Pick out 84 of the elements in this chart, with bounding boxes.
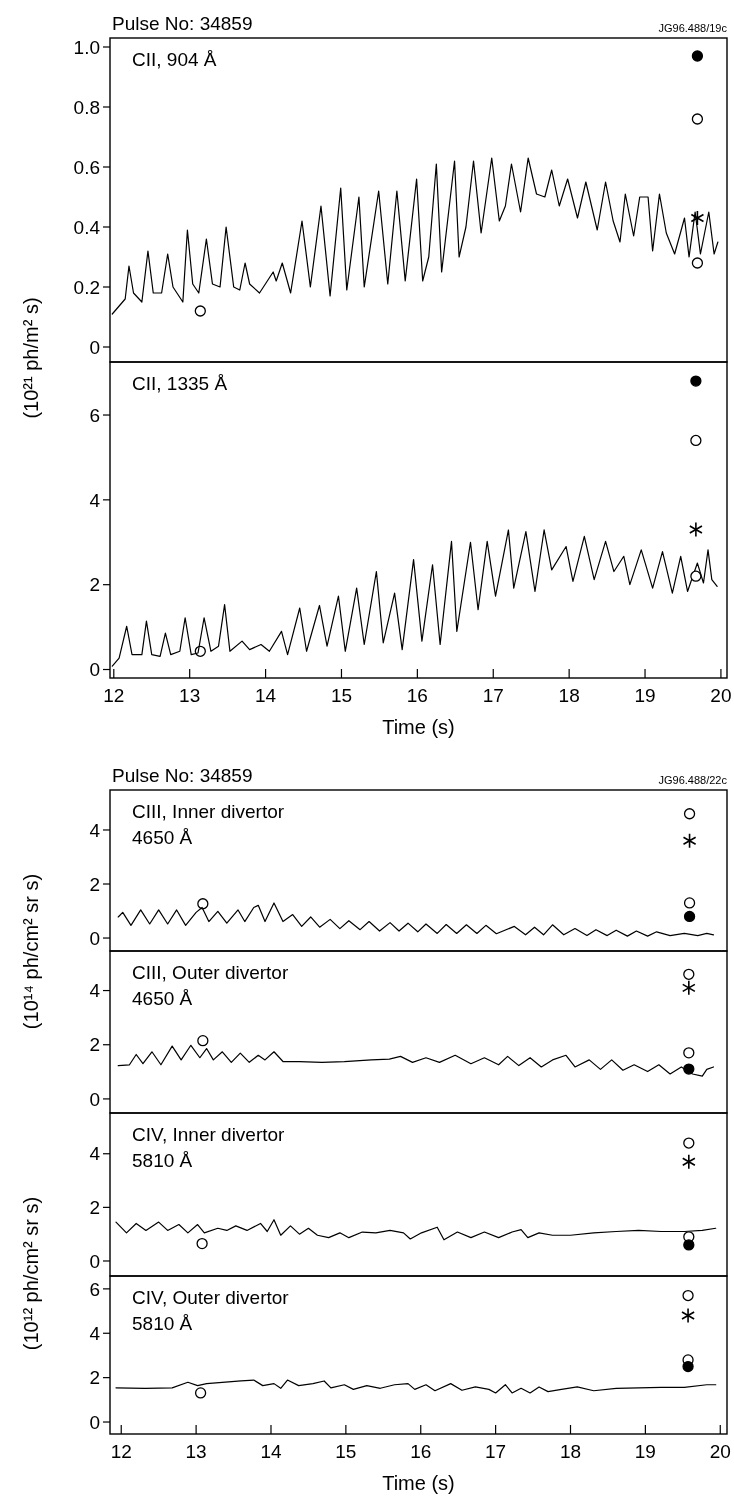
x-axis-title: Time (s) [382, 716, 455, 738]
point [197, 1035, 209, 1047]
text: Pulse No: 34859 [112, 765, 253, 786]
y-tick-label: 0 [89, 1250, 100, 1272]
x-tick-label: 20 [709, 1441, 731, 1462]
x-tick-label: 20 [710, 685, 732, 706]
x-tick-label: 15 [335, 1441, 357, 1462]
point [683, 910, 696, 923]
y-tick-label: 2 [89, 1367, 100, 1389]
point [683, 897, 696, 909]
point [691, 50, 704, 62]
point [682, 1289, 694, 1302]
x-tick-label: 14 [255, 685, 277, 706]
point [683, 1239, 695, 1251]
x-tick-label: 12 [103, 685, 125, 706]
y-tick-label: 6 [89, 404, 100, 426]
point [194, 1387, 207, 1399]
text: JG96.488/19c [658, 22, 728, 34]
point [683, 1137, 695, 1149]
y-tick-label: 0 [89, 1411, 100, 1433]
point [690, 570, 702, 582]
point [690, 434, 702, 447]
point [681, 1153, 696, 1170]
y-tick-label: 4 [89, 1322, 101, 1344]
point [683, 1063, 695, 1075]
text: CIII, Inner divertor 4650 Å [132, 801, 285, 848]
line-series [115, 1219, 717, 1241]
y-tick-label: 2 [89, 1197, 100, 1219]
y-tick-label: 6 [89, 1278, 100, 1300]
x-tick-label: 18 [559, 1441, 582, 1462]
point [683, 1047, 695, 1059]
text: CIV, Inner divertor 5810 Å [132, 1124, 286, 1171]
y-axis-title: (10¹² ph/cm² sr s) [20, 1196, 42, 1351]
y-tick-label: 0 [89, 659, 100, 681]
point [197, 898, 209, 910]
point [681, 980, 696, 996]
y-tick-label: 1.0 [73, 36, 100, 58]
y-tick-label: 0.8 [73, 96, 100, 118]
y-tick-label: 2 [89, 1034, 100, 1056]
text: CII, 904 Å [132, 49, 217, 70]
x-tick-label: 13 [179, 685, 201, 706]
point [681, 1307, 695, 1324]
text: CII, 1335 Å [132, 373, 228, 394]
y-axis-title: (10²¹ ph/m² s) [20, 297, 42, 419]
x-tick-label: 14 [260, 1441, 282, 1462]
text: CIV, Outer divertor 5810 Å [132, 1287, 290, 1334]
y-tick-label: 4 [89, 1143, 101, 1165]
text: CIII, Outer divertor 4650 Å [132, 962, 289, 1009]
x-axis-title: Time (s) [382, 1472, 455, 1494]
x-tick-label: 17 [485, 1441, 507, 1462]
x-tick-label: 16 [410, 1441, 432, 1462]
y-tick-label: 4 [89, 980, 101, 1002]
point [690, 375, 702, 387]
text: JG96.488/22c [658, 774, 728, 786]
y-tick-label: 0.4 [73, 216, 101, 238]
y-tick-label: 2 [89, 873, 100, 895]
x-tick-label: 19 [634, 1441, 656, 1462]
y-tick-label: 0 [89, 1088, 100, 1110]
point [690, 210, 705, 226]
y-tick-label: 0 [89, 336, 100, 358]
x-tick-label: 12 [110, 1441, 132, 1462]
x-tick-label: 17 [482, 685, 504, 706]
y-axis-title: (10¹⁴ ph/cm² sr s) [20, 873, 42, 1030]
x-tick-label: 18 [558, 685, 580, 706]
x-tick-label: 16 [406, 685, 428, 706]
point [682, 1360, 694, 1373]
point [689, 521, 703, 538]
x-tick-label: 13 [185, 1441, 207, 1462]
point [683, 968, 695, 980]
point [194, 305, 206, 317]
point [683, 808, 696, 820]
point [682, 832, 697, 849]
point [691, 257, 704, 269]
y-tick-label: 0.2 [73, 276, 100, 298]
y-tick-label: 4 [89, 819, 101, 841]
y-tick-label: 4 [89, 489, 101, 511]
x-tick-label: 19 [634, 685, 656, 706]
point [691, 113, 704, 125]
y-tick-label: 2 [89, 574, 100, 596]
text: Pulse No: 34859 [112, 13, 253, 34]
y-tick-label: 0.6 [73, 156, 100, 178]
x-tick-label: 15 [330, 685, 353, 706]
y-tick-label: 0 [89, 927, 100, 949]
point [196, 1237, 208, 1250]
